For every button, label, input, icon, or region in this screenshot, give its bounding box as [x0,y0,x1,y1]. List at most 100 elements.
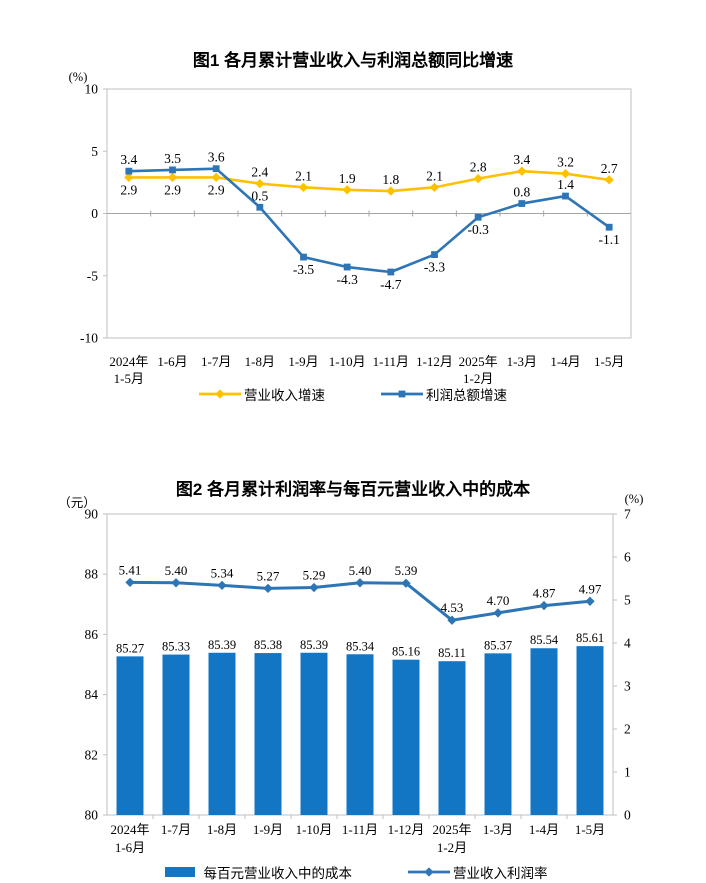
data-point-label: 5.40 [165,563,188,578]
chart2-title: 图2 各月累计利润率与每百元营业收入中的成本 [175,480,531,499]
x-axis-tick-label: 1-9月 [288,354,318,369]
y-axis-tick-label: 0 [91,206,98,221]
legend-bar-swatch [164,867,195,877]
bar [392,659,420,815]
bar-value-label: 85.33 [162,640,190,654]
data-point-label: -0.3 [467,222,489,237]
left-axis-tick-label: 86 [85,627,99,642]
data-point-label: 0.8 [513,185,530,200]
left-axis-tick-label: 80 [85,808,99,823]
bar-value-label: 85.39 [300,638,328,652]
data-point-label: -3.3 [424,260,446,275]
data-point-marker [387,268,395,276]
data-point-marker [167,172,178,183]
bar-value-label: 85.38 [254,638,282,652]
data-point-marker [300,253,307,261]
y-axis-tick-label: -10 [80,331,98,346]
data-point-label: 1.8 [382,172,399,187]
left-axis-tick-label: 88 [85,567,99,582]
data-point-marker [125,167,133,175]
legend-item: 每百元营业收入中的成本 [159,862,353,882]
legend-label: 利润总额增速 [426,388,507,403]
chart2-legend: 每百元营业收入中的成本 营业收入利润率 [0,862,706,882]
x-axis-tick-label: 1-6月 [157,354,187,369]
data-point-marker [431,251,438,258]
x-axis-tick-label: 1-7月 [161,822,191,837]
data-point-label: 2.4 [251,165,268,180]
data-point-label: -3.5 [293,262,315,277]
data-point-label: 3.5 [164,151,181,166]
y-axis-tick-label: -5 [87,268,98,283]
data-point-marker [342,185,352,195]
data-point-marker [171,578,181,588]
x-axis-tick-label: 1-4月 [550,354,580,369]
right-axis-tick-label: 5 [624,593,631,608]
bar-value-label: 85.39 [208,638,236,652]
x-axis-tick-label: 2025年 [459,354,498,369]
data-point-marker [539,600,549,611]
series-line [128,167,610,274]
data-point-marker [343,263,351,271]
y-axis-tick-label: 5 [91,144,98,159]
legend-line-sample [199,389,241,399]
data-point-label: 2.7 [601,161,618,176]
chart2-right-axis-unit: (%) [624,492,644,506]
legend-swatch [164,867,195,877]
bar-value-label: 85.34 [346,639,375,653]
x-axis-tick-label: 1-8月 [245,354,275,369]
data-point-marker [604,175,614,185]
data-point-label: 2.1 [426,168,443,183]
data-point-label: 2.8 [470,160,487,175]
left-axis-tick-label: 90 [85,507,99,522]
series-营业收入利润率: 5.41 5.40 5.34 5.27 5.29 5.40 5.39 4.53 4.70 4.87… [119,562,602,625]
data-point-label: 1.9 [339,171,356,186]
bar [300,652,328,815]
right-axis-tick-label: 0 [624,808,631,823]
data-point-label: 3.6 [208,150,225,165]
data-point-label: -4.3 [336,272,358,287]
x-axis-tick-label: 1-12月 [388,822,425,837]
data-point-marker [585,596,595,606]
data-point-marker [493,608,503,618]
chart1-plot-area: 10 5 0 -5 -10 2024年 1-5月 1-6月 1-7月 1-8月 1-9月 1-10月 1… [80,82,632,386]
data-point-label: 4.53 [441,600,464,615]
data-point-marker [211,172,221,183]
legend-item: 营业收入利润率 [408,862,548,882]
left-axis-tick-label: 82 [85,747,99,762]
bar [254,653,282,815]
right-axis-tick-label: 3 [624,679,631,694]
chart2-left-axis-unit: （元） [58,496,96,510]
chart1-title: 图1 各月累计营业收入与利润总额同比增速 [192,51,514,70]
data-point-label: -4.7 [380,277,402,292]
right-axis-tick-label: 2 [624,722,631,737]
bar [208,652,236,815]
bar-value-label: 85.37 [484,638,512,652]
chart1-section: 图1 各月累计营业收入与利润总额同比增速 (%) 10 5 0 -5 -10 2024年 1… [68,51,632,404]
series-利润总额增速: 3.4 3.5 3.6 0.5 -3.5 -4.3 -4.7 -3.3 -0.3 0.8 1.4 -1… [120,150,619,292]
x-axis-tick-label: 1-11月 [342,822,378,837]
data-point-label: 2.9 [164,182,181,197]
right-axis-tick-label: 1 [624,765,631,780]
chart2-plot-area: 90 88 86 84 82 80 7 6 5 4 3 2 1 0 2024年 1-6月 1-7月 1-8月 1-9… [85,507,632,856]
x-axis-tick-label: 1-9月 [253,822,283,837]
bar [484,653,512,815]
bar [576,646,604,815]
series-line [129,580,591,622]
x-axis-tick-label: 1-12月 [416,354,453,369]
y-axis-tick-label: 10 [85,82,99,97]
data-point-marker [518,200,526,207]
chart1-y-axis-unit: (%) [68,70,88,84]
data-point-marker [212,165,220,173]
x-axis-tick-label: 1-3月 [507,354,537,369]
bar-value-label: 85.27 [116,641,144,655]
x-axis-tick-label: 1-7月 [201,354,231,369]
legend-label: 每百元营业收入中的成本 [203,866,353,881]
x-axis-tick-label: 1-3月 [483,822,513,837]
data-point-label: 4.97 [579,581,602,596]
legend-item: 营业收入增速 [199,384,325,404]
data-point-label: 5.29 [303,568,326,583]
legend-marker [215,389,225,399]
bar [530,648,558,815]
x-axis-tick-label: 1-2月 [463,371,493,386]
data-point-marker [473,173,483,184]
